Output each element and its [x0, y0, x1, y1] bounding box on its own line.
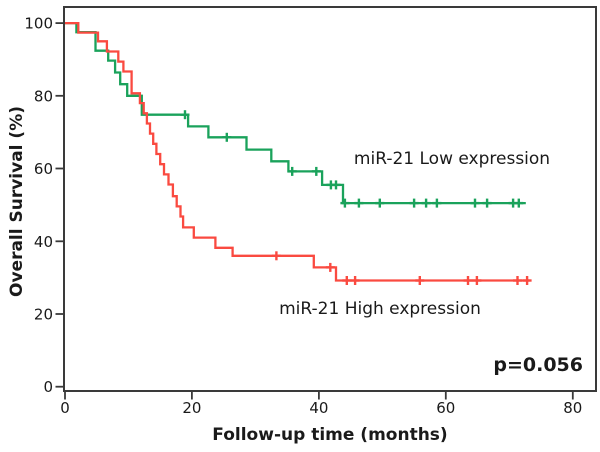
y-tick-label: 80	[34, 87, 53, 105]
y-tick-label: 60	[34, 160, 53, 178]
p-value-label: p=0.056	[493, 354, 583, 376]
y-tick-label: 100	[24, 15, 53, 33]
x-tick-label: 0	[60, 399, 70, 417]
survival-curve-high-expression	[65, 21, 530, 282]
series-label-low-expression: miR-21 Low expression	[353, 149, 551, 169]
series-label-high-expression: miR-21 High expression	[279, 299, 481, 319]
y-tick-label: 20	[34, 306, 53, 324]
x-tick-label: 80	[563, 399, 582, 417]
x-axis-title: Follow-up time (months)	[212, 425, 448, 445]
y-axis-title: Overall Survival (%)	[7, 105, 27, 297]
x-tick-label: 20	[182, 399, 201, 417]
y-tick-label: 0	[43, 378, 53, 396]
x-tick-label: 40	[309, 399, 328, 417]
y-tick-label: 40	[34, 233, 53, 251]
x-tick-label: 60	[436, 399, 455, 417]
survival-curve-low-expression	[65, 21, 526, 205]
plot-frame	[63, 6, 597, 392]
